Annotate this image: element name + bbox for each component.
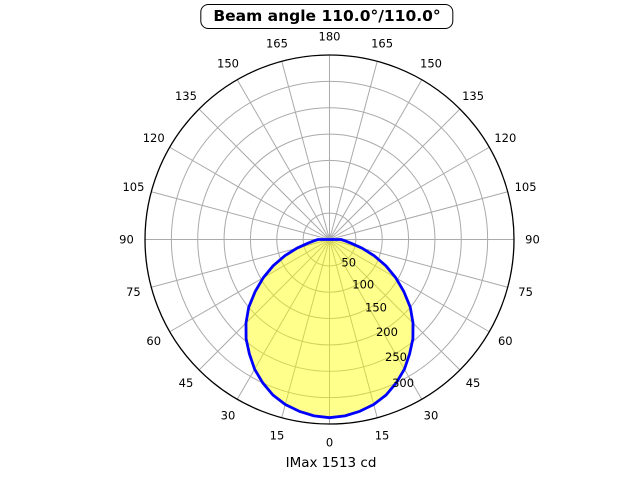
angle-tick-label: 180 (319, 30, 341, 44)
outer-circle (144, 54, 515, 425)
angle-tick-label: 105 (515, 180, 537, 194)
angular-gridline (281, 239, 330, 418)
angle-tick-label: 120 (143, 131, 165, 145)
angular-gridline (329, 239, 423, 400)
beam-area (246, 239, 413, 418)
angle-tick-label: 165 (371, 36, 393, 50)
radial-tick-label: 150 (365, 301, 387, 315)
angle-tick-label: 30 (221, 408, 236, 422)
angular-gridline (169, 146, 330, 240)
angular-gridline (198, 108, 330, 240)
angle-tick-label: 165 (266, 36, 288, 50)
angle-tick-label: 135 (462, 89, 484, 103)
radial-tick-label: 50 (341, 255, 356, 269)
angle-tick-label: 120 (494, 131, 516, 145)
angular-gridline (281, 61, 330, 240)
angular-gridline (151, 191, 330, 240)
angular-gridline (198, 239, 330, 371)
angle-tick-label: 75 (518, 285, 533, 299)
angle-tick-label: 90 (525, 233, 540, 247)
angular-gridline (329, 191, 508, 240)
angle-tick-label: 150 (217, 57, 239, 71)
angle-tick-label: 0 (326, 436, 333, 450)
angular-gridline (329, 108, 461, 240)
angular-gridline (329, 146, 490, 240)
radial-tick-label: 100 (352, 277, 374, 291)
angle-tick-label: 105 (122, 180, 144, 194)
radial-tick-label: 200 (376, 325, 398, 339)
angle-tick-label: 15 (270, 429, 285, 443)
angular-gridline (329, 239, 461, 371)
imax-label: IMax 1513 cd (285, 455, 377, 471)
angle-tick-label: 60 (146, 334, 161, 348)
radial-tick-label: 250 (385, 350, 407, 364)
angle-tick-label: 135 (175, 89, 197, 103)
angular-gridline (329, 239, 490, 333)
angular-gridline (329, 61, 378, 240)
chart-title: Beam angle 110.0°/110.0° (200, 4, 454, 29)
angle-tick-label: 150 (420, 57, 442, 71)
angle-tick-label: 45 (179, 376, 194, 390)
angle-tick-label: 75 (126, 285, 141, 299)
angular-gridline (329, 239, 378, 418)
angle-tick-label: 60 (498, 334, 513, 348)
angle-tick-label: 30 (424, 408, 439, 422)
radial-tick-label: 300 (392, 376, 414, 390)
angular-gridline (169, 239, 330, 333)
angle-tick-label: 15 (375, 429, 390, 443)
angular-gridline (236, 239, 330, 400)
beam-curve (244, 238, 415, 420)
angle-tick-label: 90 (119, 233, 134, 247)
angular-gridline (329, 79, 423, 240)
angle-tick-label: 45 (466, 376, 481, 390)
angular-gridline (236, 79, 330, 240)
